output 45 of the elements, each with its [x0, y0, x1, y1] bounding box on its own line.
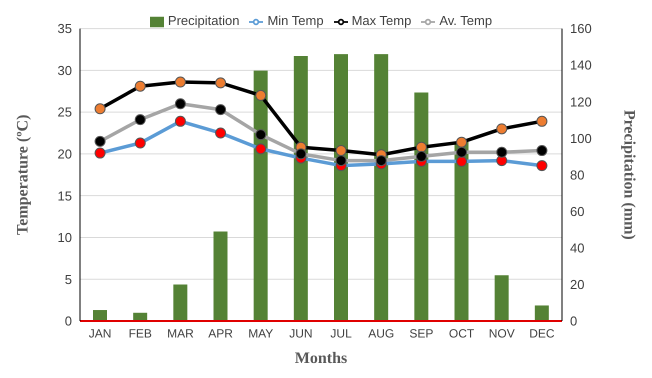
y-tick-label: 5	[64, 272, 72, 287]
y-tick-label: 15	[58, 188, 72, 204]
bar	[214, 231, 228, 321]
x-tick-label: SEP	[409, 326, 434, 341]
bar	[334, 54, 348, 321]
y2-tick-label: 80	[570, 167, 584, 182]
y-tick-label: 10	[58, 230, 72, 246]
y2-tick-label: 20	[570, 277, 584, 292]
x-tick-label: AUG	[368, 326, 394, 341]
bar	[494, 275, 509, 321]
bar	[93, 310, 107, 321]
x-tick-label: MAR	[167, 326, 194, 341]
bar	[173, 284, 188, 321]
y2-tick-label: 0	[570, 314, 578, 329]
y-tick-label: 35	[58, 21, 72, 36]
x-tick-label: JAN	[88, 326, 112, 341]
x-tick-label: OCT	[448, 326, 475, 341]
y-tick-label: 25	[58, 104, 72, 120]
y-tick-label: 0	[64, 314, 72, 329]
y2-axis-title: Precipitation (mm)	[620, 110, 638, 240]
y2-tick-label: 140	[570, 58, 592, 73]
y2-tick-label: 120	[570, 94, 592, 110]
x-tick-label: APR	[208, 326, 234, 341]
bar	[374, 54, 388, 321]
x-tick-label: MAY	[248, 326, 274, 341]
legend-label: Precipitation	[168, 13, 240, 28]
x-tick-label: JUN	[289, 326, 313, 341]
y2-tick-label: 160	[570, 21, 592, 36]
legend-label: Av. Temp	[439, 13, 492, 28]
x-tick-label: FEB	[128, 326, 152, 341]
bar	[534, 305, 549, 321]
y-tick-label: 30	[58, 62, 72, 78]
y-tick-label: 20	[58, 146, 72, 162]
y2-tick-label: 60	[570, 204, 584, 219]
legend-label: Min Temp	[267, 13, 324, 28]
x-axis-title: Months	[294, 350, 348, 367]
legend-label: Max Temp	[352, 13, 412, 28]
x-tick-label: JUL	[330, 326, 352, 341]
y2-tick-label: 40	[570, 240, 584, 256]
x-tick-label: DEC	[529, 326, 555, 341]
x-tick-label: NOV	[488, 326, 515, 341]
bar	[414, 92, 428, 321]
bar	[294, 56, 308, 321]
y-axis-title: Temperature (ºC)	[14, 114, 32, 235]
y2-tick-label: 100	[570, 130, 592, 146]
